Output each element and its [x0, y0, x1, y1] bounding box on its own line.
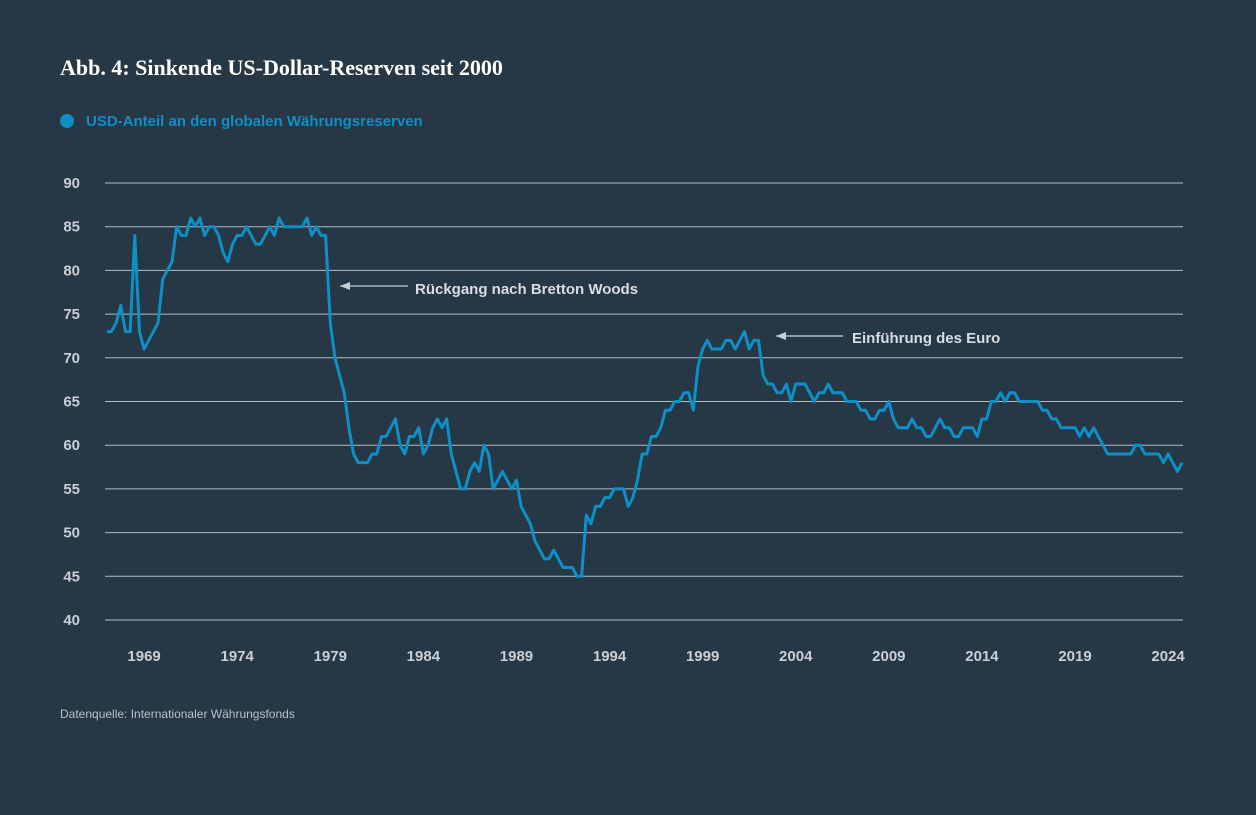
annotation: Einführung des Euro	[852, 330, 1000, 347]
legend-marker	[60, 114, 74, 128]
y-tick-label: 55	[63, 481, 80, 498]
x-tick-label: 1979	[314, 648, 347, 665]
x-tick-label: 2024	[1151, 648, 1185, 665]
x-tick-label: 2009	[872, 648, 905, 665]
chart-title: Abb. 4: Sinkende US-Dollar-Reserven seit…	[60, 55, 503, 80]
x-tick-label: 1989	[500, 648, 533, 665]
y-tick-label: 80	[63, 262, 80, 279]
x-tick-label: 1969	[127, 648, 160, 665]
y-tick-label: 45	[63, 568, 80, 585]
y-tick-label: 50	[63, 525, 80, 542]
x-tick-label: 2019	[1058, 648, 1091, 665]
legend-label: USD-Anteil an den globalen Währungsreser…	[86, 113, 423, 130]
x-tick-label: 2014	[965, 648, 999, 665]
y-tick-label: 90	[63, 175, 80, 192]
annotation: Rückgang nach Bretton Woods	[415, 281, 638, 298]
x-tick-label: 1984	[407, 648, 441, 665]
arrow-head	[776, 332, 786, 340]
y-tick-label: 60	[63, 437, 80, 454]
source-note: Datenquelle: Internationaler Währungsfon…	[60, 707, 295, 721]
y-tick-label: 70	[63, 350, 80, 367]
y-tick-label: 65	[63, 393, 80, 410]
x-tick-label: 1994	[593, 648, 627, 665]
x-tick-label: 1974	[221, 648, 255, 665]
data-line	[106, 216, 1184, 578]
x-tick-label: 1999	[686, 648, 719, 665]
x-tick-label: 2004	[779, 648, 813, 665]
y-tick-label: 40	[63, 612, 80, 629]
arrow-head	[340, 282, 350, 290]
y-tick-label: 75	[63, 306, 80, 323]
y-tick-label: 85	[63, 219, 80, 236]
